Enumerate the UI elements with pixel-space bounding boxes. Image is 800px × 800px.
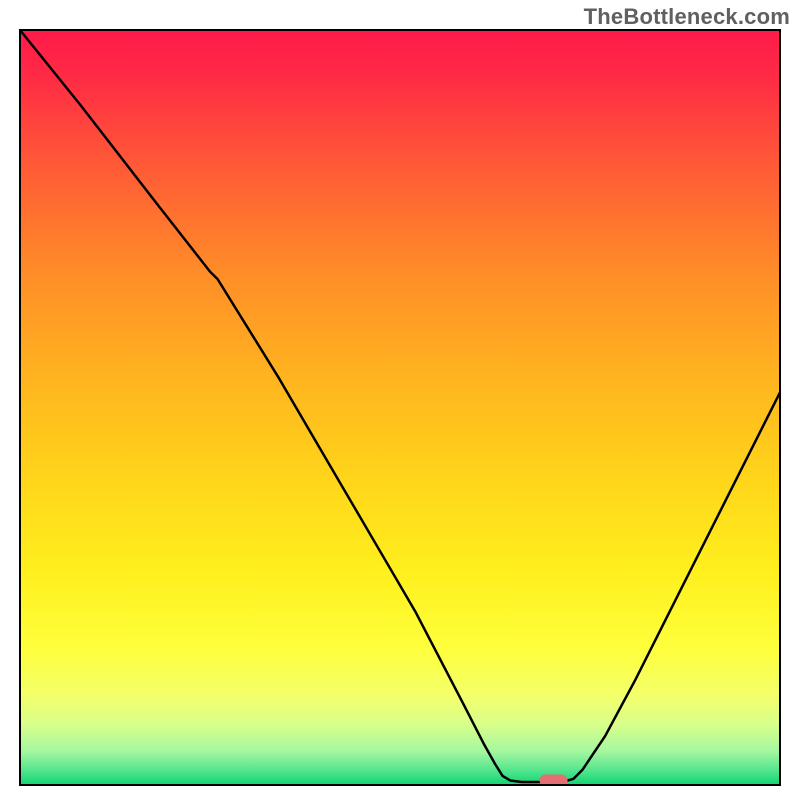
bottleneck-chart <box>0 0 800 800</box>
stage: TheBottleneck.com <box>0 0 800 800</box>
plot-background <box>20 30 780 785</box>
